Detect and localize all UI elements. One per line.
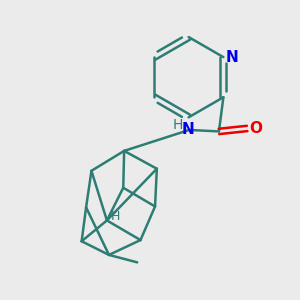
Text: H: H bbox=[173, 118, 183, 132]
Text: H: H bbox=[111, 210, 121, 224]
Text: O: O bbox=[250, 121, 262, 136]
Text: N: N bbox=[181, 122, 194, 137]
Text: N: N bbox=[225, 50, 238, 64]
